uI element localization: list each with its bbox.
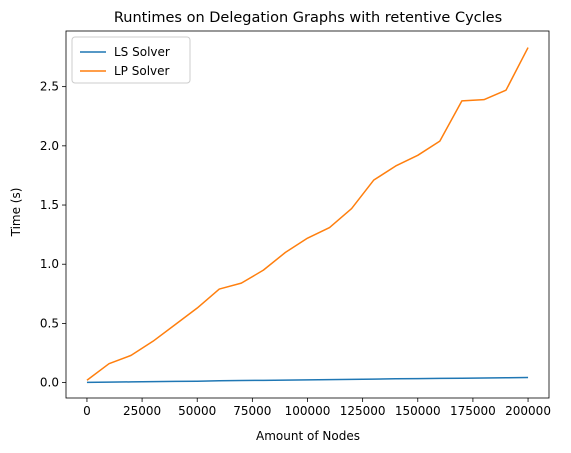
x-tick-label: 125000 bbox=[340, 404, 386, 418]
series-line-ls-solver bbox=[86, 376, 529, 384]
y-tick-label: 1.0 bbox=[40, 257, 59, 271]
x-tick-label: 75000 bbox=[233, 404, 271, 418]
legend-label: LS Solver bbox=[114, 45, 170, 59]
x-axis: 0 25000 50000 75000 100000 125000 150000 175000… bbox=[83, 398, 551, 418]
x-tick-label: 175000 bbox=[450, 404, 496, 418]
x-axis-label: Amount of Nodes bbox=[256, 429, 360, 443]
y-axis: 0.0 0.5 1.0 1.5 2.0 2.5 bbox=[40, 80, 66, 390]
legend: LS Solver LP Solver bbox=[71, 36, 191, 84]
chart-title: Runtimes on Delegation Graphs with reten… bbox=[114, 10, 502, 26]
x-tick-label: 0 bbox=[83, 404, 91, 418]
y-tick-label: 0.5 bbox=[40, 316, 59, 330]
legend-label: LP Solver bbox=[114, 64, 170, 78]
series-line-lp-solver bbox=[86, 47, 529, 381]
x-tick-label: 50000 bbox=[178, 404, 216, 418]
y-tick-label: 2.0 bbox=[40, 139, 59, 153]
x-tick-label: 25000 bbox=[123, 404, 161, 418]
y-axis-label: Time (s) bbox=[9, 188, 23, 238]
x-tick-label: 100000 bbox=[285, 404, 331, 418]
y-tick-label: 2.5 bbox=[40, 80, 59, 94]
y-tick-label: 0.0 bbox=[40, 376, 59, 390]
series-layer bbox=[86, 47, 529, 384]
y-tick-label: 1.5 bbox=[40, 198, 59, 212]
x-tick-label: 200000 bbox=[505, 404, 551, 418]
x-tick-label: 150000 bbox=[395, 404, 441, 418]
